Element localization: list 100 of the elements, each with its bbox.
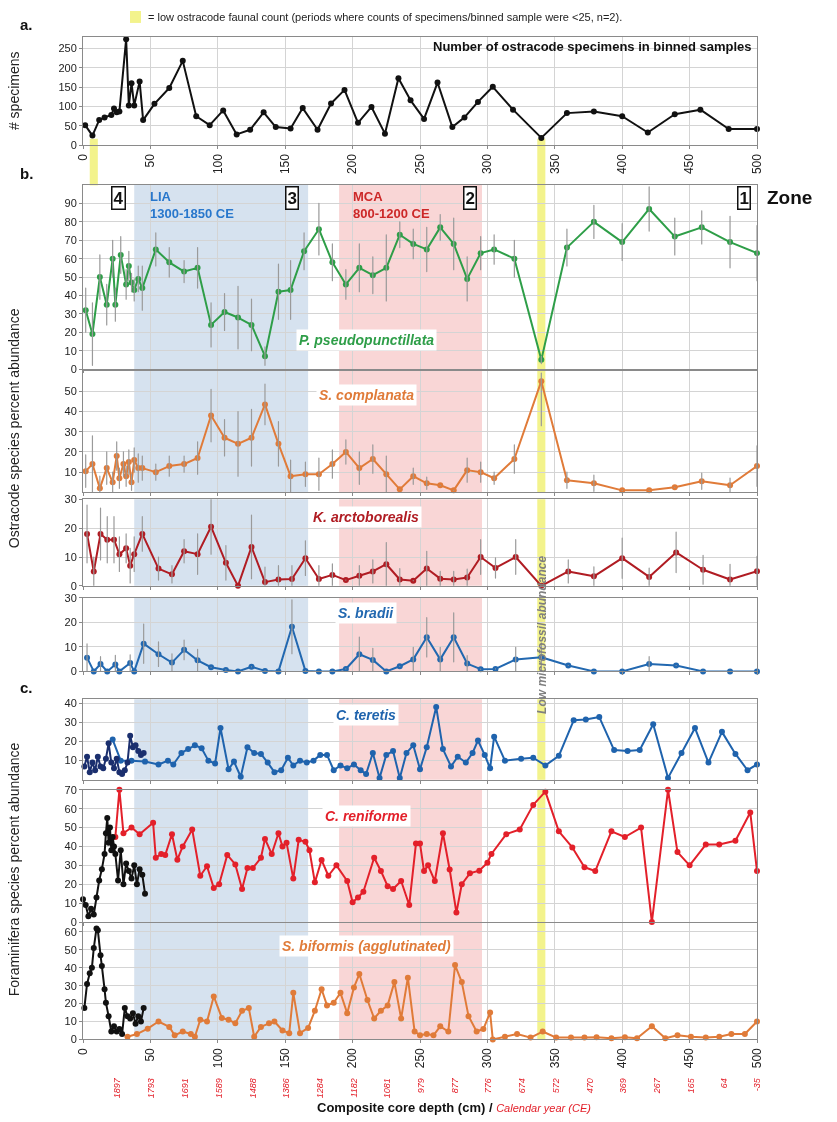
x-tick-label: 200 [345, 1047, 360, 1069]
y-tick-label: 30 [64, 307, 77, 320]
y-tick-label: 0 [70, 579, 77, 592]
x2-tick-label: 674 [517, 1078, 528, 1094]
x2-tick-label: 776 [483, 1078, 494, 1094]
text: a. [20, 16, 33, 33]
y-tick-label: 30 [64, 979, 77, 992]
y-tick-label: 0 [70, 915, 77, 928]
band-label: Low microfossil abundance [534, 555, 549, 714]
x2-tick-label: -35 [751, 1077, 762, 1092]
x-tick-label: 150 [278, 153, 293, 175]
text: S. complanata [319, 387, 415, 403]
y-tick-label: 60 [64, 802, 77, 815]
y-tick-label: 50 [64, 821, 77, 834]
y-tick-label: 20 [64, 522, 77, 535]
x2-tick-label: 1488 [247, 1078, 258, 1099]
y-tick-label: 50 [64, 270, 77, 283]
y-tick-label: 20 [64, 326, 77, 339]
band-label: MCA 800-1200 CE [353, 189, 430, 221]
y-tick-label: 40 [64, 696, 77, 709]
x-tick-label: 200 [345, 153, 360, 175]
x-tick-label: 500 [749, 1047, 764, 1069]
y-tick-label: 0 [70, 362, 77, 375]
y-tick-label: 40 [64, 840, 77, 853]
y-tick-label: 20 [64, 735, 77, 748]
x-axis-title: Composite core depth (cm) / [317, 1100, 493, 1115]
x-tick-label: 400 [615, 153, 630, 175]
x2-tick-label: 165 [685, 1077, 696, 1094]
text: Zone [767, 187, 813, 208]
x2-tick-label: 1897 [112, 1077, 123, 1099]
y-tick-label: 50 [64, 119, 77, 132]
y-tick-label: 40 [64, 289, 77, 302]
y-tick-label: 30 [64, 591, 77, 604]
text: b. [20, 165, 34, 182]
y-tick-label: 40 [64, 961, 77, 974]
x2-tick-label: 979 [416, 1078, 427, 1094]
y-tick-label: 70 [64, 783, 77, 796]
series-label: C. teretis [336, 707, 397, 723]
x2-tick-label: 1793 [146, 1078, 157, 1099]
legend-label: = low ostracode faunal count (periods where counts of specimens/binned sample were <25, n=2). [148, 11, 623, 23]
y-axis-title: # specimens [5, 51, 22, 131]
text: P. pseudopunctillata [299, 332, 435, 348]
x2-tick-label: 1081 [382, 1078, 393, 1099]
y-tick-label: 60 [64, 252, 77, 265]
text: c. [20, 679, 33, 696]
x-tick-label: 0 [75, 153, 90, 161]
y-tick-label: 10 [64, 466, 77, 479]
x-tick-label: 250 [412, 153, 427, 175]
y-tick-label: 50 [64, 943, 77, 956]
x-tick-label: 150 [278, 1047, 293, 1069]
x-tick-label: 450 [682, 153, 697, 175]
x2-tick-label: 267 [651, 1077, 662, 1095]
y-tick-label: 30 [64, 425, 77, 438]
y-tick-label: 30 [64, 716, 77, 729]
y-tick-label: 10 [64, 1015, 77, 1028]
y-tick-label: 100 [58, 100, 77, 113]
y-axis-title: Ostracode species percent abundance [5, 308, 22, 549]
annotation: 1 [739, 188, 749, 208]
series-label: C. reniforme [325, 808, 408, 824]
x2-tick-label: 64 [719, 1078, 730, 1089]
x-tick-label: 350 [547, 1047, 562, 1069]
y-tick-label: 50 [64, 385, 77, 398]
y-tick-label: 10 [64, 640, 77, 653]
x-tick-label: 500 [749, 153, 764, 175]
y-tick-label: 10 [64, 344, 77, 357]
x-tick-label: 450 [682, 1047, 697, 1069]
y-tick-label: 80 [64, 215, 77, 228]
y-tick-label: 10 [64, 896, 77, 909]
x2-tick-label: 877 [449, 1077, 460, 1094]
x-tick-label: 50 [143, 153, 158, 168]
x2-tick-label: 572 [550, 1078, 561, 1094]
y-tick-label: 20 [64, 997, 77, 1010]
y-tick-label: 20 [64, 616, 77, 629]
y-tick-label: 250 [58, 42, 77, 55]
chart-title: Number of ostracode specimens in binned samples [433, 39, 752, 54]
y-tick-label: 60 [64, 925, 77, 938]
x-tick-label: 300 [480, 1047, 495, 1069]
annotation: 4 [113, 188, 124, 208]
x2-tick-label: 470 [584, 1078, 595, 1094]
y-tick-label: 0 [70, 139, 77, 152]
y-tick-label: 200 [58, 61, 77, 74]
annotation: 2 [465, 188, 475, 208]
x-tick-label: 400 [615, 1047, 630, 1069]
y-tick-label: 0 [70, 1033, 77, 1046]
x2-axis-title: Calendar year (CE) [496, 1102, 592, 1114]
y-tick-label: 40 [64, 405, 77, 418]
band-label: LIA 1300-1850 CE [150, 189, 235, 221]
y-tick-label: 90 [64, 197, 77, 210]
x2-tick-label: 1589 [214, 1078, 225, 1099]
y-tick-label: 150 [58, 81, 77, 94]
x-tick-label: 300 [480, 153, 495, 175]
y-tick-label: 70 [64, 234, 77, 247]
y-tick-label: 30 [64, 859, 77, 872]
x2-tick-label: 1284 [315, 1078, 326, 1099]
y-axis-title: Foraminifera species percent abundance [5, 742, 22, 997]
y-tick-label: 30 [64, 493, 77, 506]
y-tick-label: 20 [64, 445, 77, 458]
x-tick-label: 250 [412, 1047, 427, 1069]
x2-tick-label: 369 [618, 1078, 629, 1094]
x-tick-label: 0 [75, 1047, 90, 1055]
